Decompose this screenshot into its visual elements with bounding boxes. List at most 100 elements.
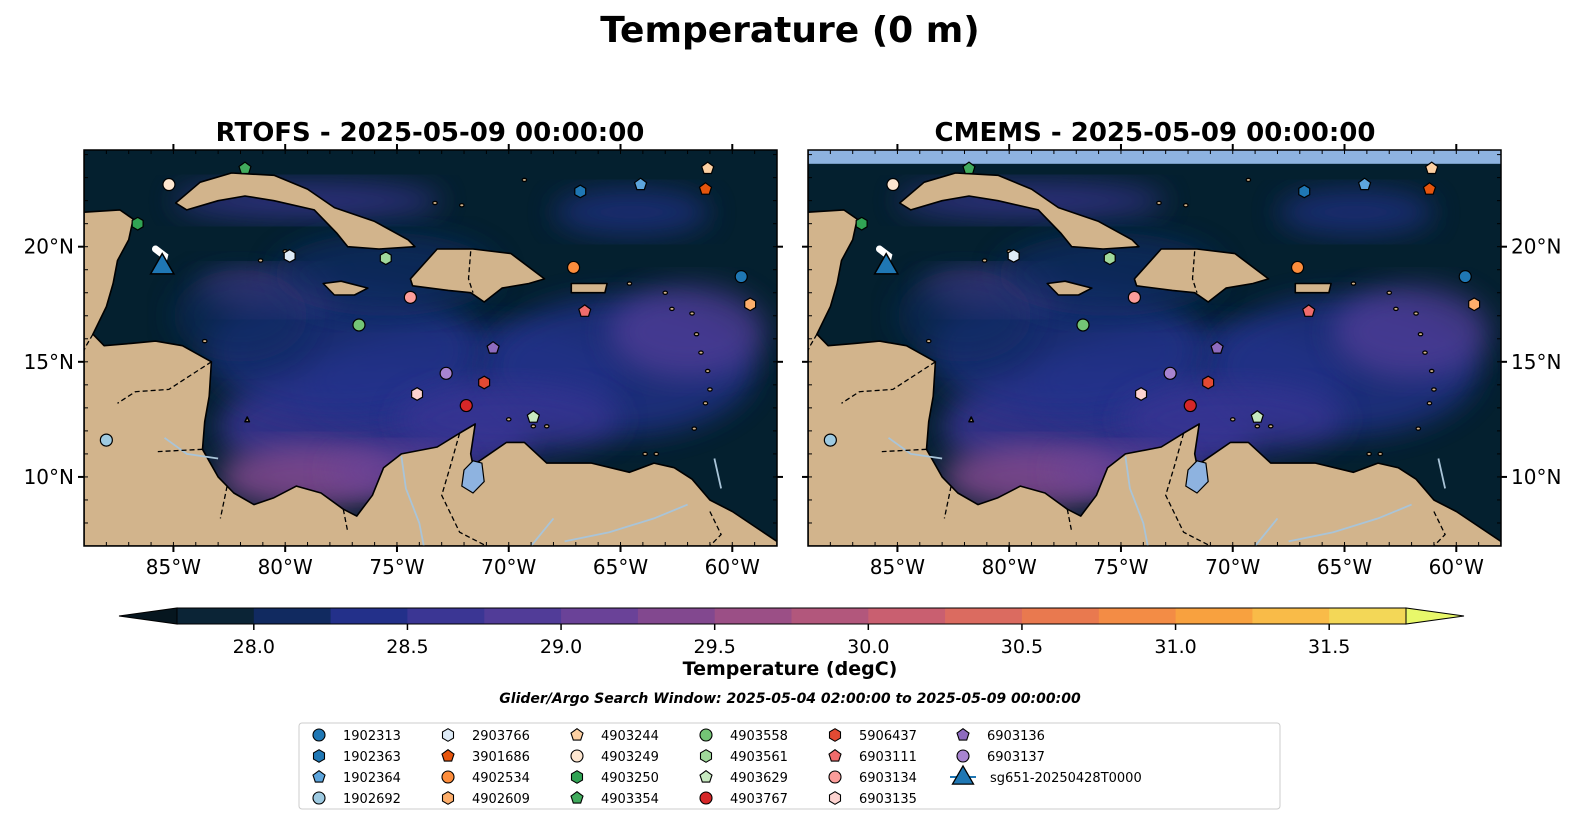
x-tick-label: 80°W	[258, 555, 313, 579]
island	[693, 331, 700, 337]
float-marker-4903250	[131, 216, 144, 231]
float-marker-6903111	[1302, 304, 1316, 317]
island	[1377, 451, 1384, 457]
legend-marker-4902534	[441, 770, 455, 784]
observations-rtofs	[99, 161, 757, 447]
island	[1386, 290, 1393, 295]
legend-marker-1902313	[312, 728, 326, 742]
country-border	[841, 361, 936, 404]
island	[707, 387, 713, 392]
legend-label: 6903111	[859, 750, 917, 765]
island	[201, 338, 208, 344]
colorbar-segment	[637, 608, 716, 624]
float-marker-4903767	[459, 398, 473, 413]
island	[669, 306, 675, 312]
colorbar-segment	[561, 608, 639, 624]
legend-entry: 4903561	[699, 749, 788, 765]
map-frame-rtofs	[83, 149, 778, 547]
panel-rtofs: RTOFS - 2025-05-09 00:00:00 85°W 80°W 75°W…	[24, 118, 783, 579]
land-polygon	[84, 150, 777, 546]
land-polygon	[570, 282, 608, 294]
float-marker-6903136	[486, 340, 500, 354]
island	[642, 451, 648, 457]
island	[626, 281, 633, 286]
y-tick-label: 10°N	[24, 465, 74, 489]
legend-marker-3901686	[441, 749, 455, 762]
legend-label: 1902363	[343, 750, 401, 765]
island	[505, 417, 512, 422]
land-polygon	[1294, 282, 1332, 294]
country-border	[441, 433, 487, 546]
colorbar-tick-label: 29.0	[540, 636, 582, 658]
float-marker-4903629	[1250, 410, 1265, 423]
colorbar-segment	[1021, 608, 1100, 624]
island	[530, 424, 537, 429]
float-marker-4903244	[1424, 161, 1439, 175]
island	[704, 368, 711, 374]
float-marker-6903134	[403, 290, 417, 304]
colorbar-tick-label: 28.0	[233, 636, 275, 658]
colorbar-tick-label: 31.5	[1308, 636, 1350, 658]
float-marker-4903244	[700, 161, 715, 175]
island	[698, 350, 704, 355]
glider-marker	[873, 252, 900, 275]
island	[981, 258, 988, 263]
country-border	[1191, 251, 1198, 293]
island	[653, 451, 660, 457]
float-marker-4903558	[352, 318, 366, 332]
river	[564, 503, 688, 543]
legend-entry: 4903354	[570, 791, 659, 807]
island	[1413, 311, 1419, 316]
land-polygon	[1133, 248, 1270, 303]
legend-marker-4903249	[570, 749, 584, 763]
legend: 1902313 1902363 1902364 1902692 2903766 39016…	[298, 722, 1281, 810]
river	[1254, 517, 1279, 546]
legend-entry: 2903766	[441, 728, 530, 744]
island	[691, 426, 698, 431]
colorbar-extend-low	[118, 607, 178, 625]
float-marker-5906437	[478, 375, 491, 390]
country-border	[219, 485, 228, 519]
legend-label: 4903250	[601, 771, 659, 786]
temperature-patch	[897, 269, 1032, 362]
river	[400, 456, 425, 546]
legend-marker-1902364	[312, 770, 326, 783]
legend-entry: 4903249	[570, 749, 659, 765]
float-marker-4903249	[162, 177, 176, 192]
temperature-patch	[609, 285, 766, 378]
land-rtofs	[84, 150, 777, 546]
legend-label: 4903249	[601, 750, 659, 765]
panel-title-rtofs: RTOFS - 2025-05-09 00:00:00	[216, 118, 645, 148]
float-marker-4903561	[1103, 251, 1116, 266]
country-border	[467, 251, 474, 293]
colorbar-tick-label: 31.0	[1154, 636, 1196, 658]
legend-entry: 1902313	[312, 728, 401, 744]
x-tick-label: 65°W	[593, 555, 648, 579]
panel-cmems: CMEMS - 2025-05-09 00:00:00 85°W 80°W 75°W…	[802, 118, 1561, 579]
legend-entry: 6903135	[828, 791, 917, 807]
country-border	[1066, 509, 1073, 533]
x-tick-label: 60°W	[1429, 555, 1484, 579]
y-tick-label: 10°N	[1511, 465, 1561, 489]
colorbar-extend-high	[1405, 607, 1465, 625]
float-marker-1902313	[734, 270, 748, 284]
river	[1124, 456, 1149, 546]
float-marker-4902534	[566, 260, 581, 275]
island	[662, 290, 669, 295]
legend-entry: 4903767	[699, 791, 788, 807]
island	[1182, 203, 1189, 208]
legend-label: 4903558	[730, 729, 788, 744]
x-tick-label: 75°W	[1093, 555, 1148, 579]
legend-marker-6903135	[828, 791, 842, 805]
island	[257, 258, 264, 263]
island	[925, 338, 932, 344]
legend-label: sg651-20250428T0000	[990, 771, 1142, 786]
x-tick-label: 85°W	[870, 555, 925, 579]
x-tick-label: 80°W	[982, 555, 1037, 579]
river	[530, 517, 555, 546]
x-tick-label: 70°W	[1205, 555, 1260, 579]
axes-cmems: 85°W 80°W 75°W 70°W 65°W 60°W 10°N 15°N 20°N	[802, 144, 1561, 579]
observations-cmems	[823, 161, 1481, 447]
temperature-patch	[173, 269, 308, 362]
